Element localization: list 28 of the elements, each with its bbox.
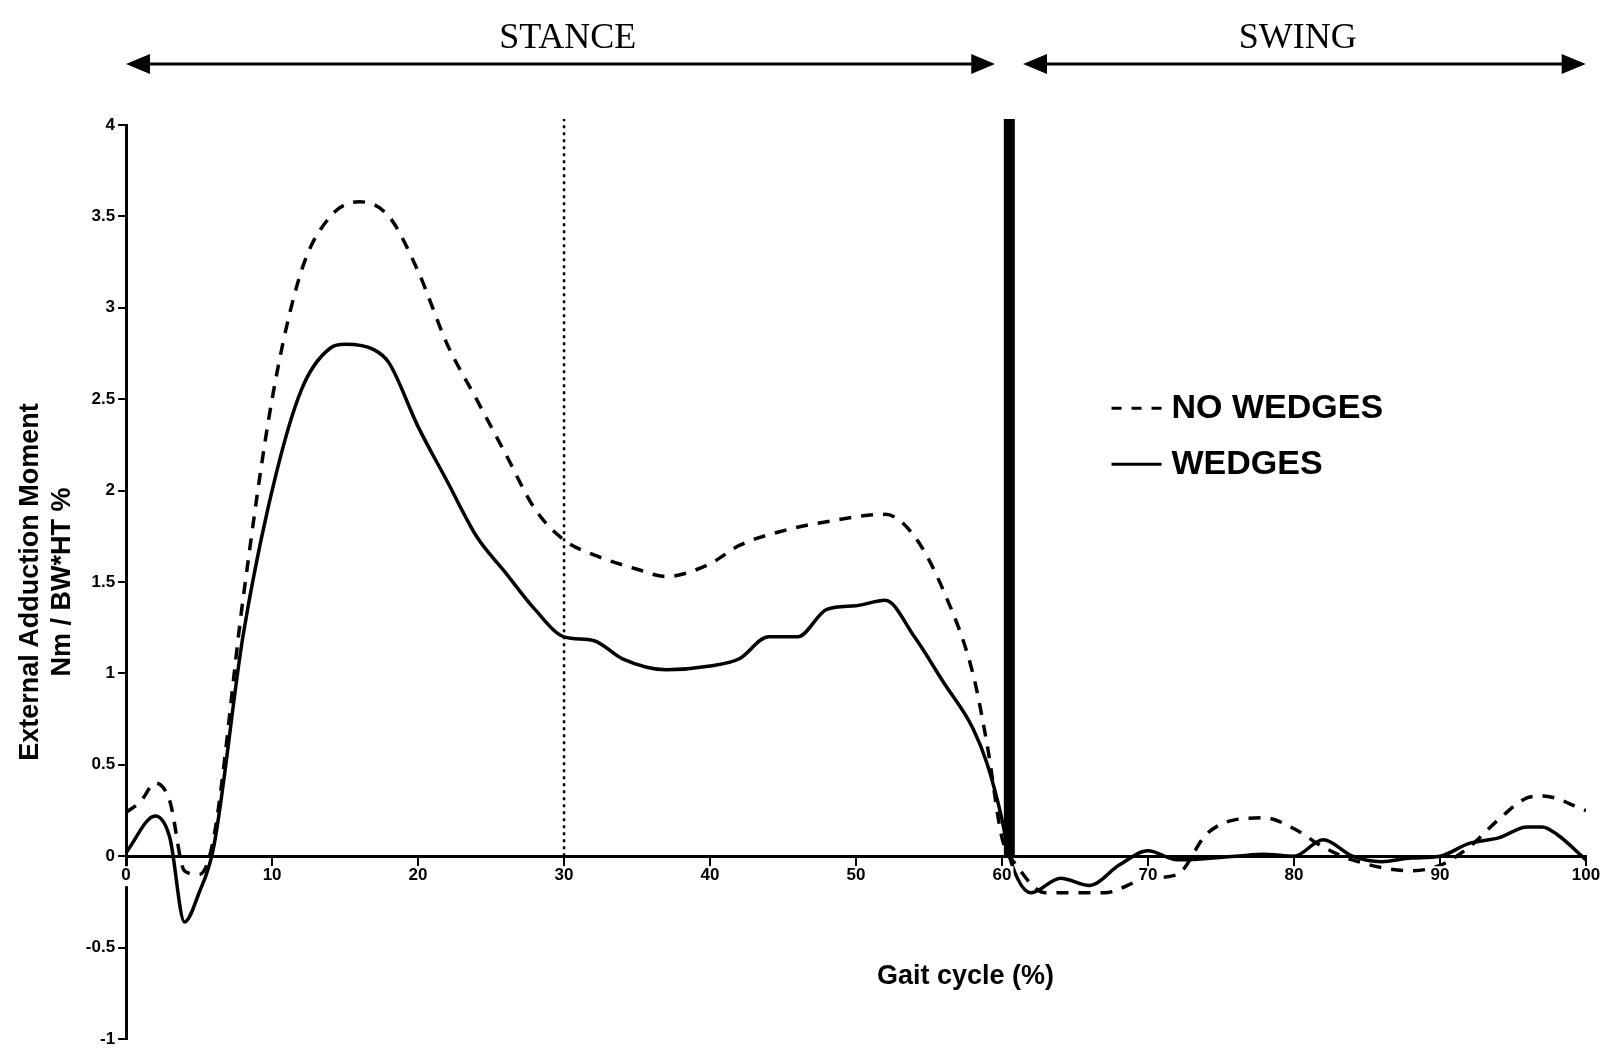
x-tick-label: 50 <box>846 865 866 885</box>
x-axis-title: Gait cycle (%) <box>877 960 1055 991</box>
text: SWING <box>1238 16 1357 56</box>
x-tick-label: 0 <box>121 865 131 885</box>
x-tick-label: 20 <box>408 865 428 885</box>
y-tick-label: -0.5 <box>85 937 116 957</box>
y-tick-label: -1 <box>99 1028 116 1048</box>
x-tick-label: 40 <box>700 865 720 885</box>
y-tick-label: 0 <box>105 845 116 865</box>
y-tick-label: 3.5 <box>91 206 116 226</box>
x-tick-label: 60 <box>992 865 1012 885</box>
y-tick-label: 1.5 <box>91 571 116 591</box>
x-tick-label: 90 <box>1430 865 1450 885</box>
x-tick-label: 80 <box>1284 865 1304 885</box>
y-axis-title: External Adduction Moment Nm / BW*HT % <box>13 403 77 761</box>
text: STANCE <box>499 16 637 56</box>
x-tick-label: 10 <box>262 865 282 885</box>
legend-label: WEDGES <box>1171 442 1323 481</box>
y-tick-label: 3 <box>105 297 116 317</box>
y-tick-label: 4 <box>105 114 116 134</box>
x-tick-label: 70 <box>1138 865 1158 885</box>
y-tick-label: 1 <box>105 663 116 683</box>
y-tick-label: 2 <box>105 480 116 500</box>
x-tick-label: 100 <box>1571 865 1601 885</box>
y-tick-label: 0.5 <box>91 754 116 774</box>
legend-label: NO WEDGES <box>1171 386 1384 425</box>
y-tick-label: 2.5 <box>91 388 116 408</box>
x-tick-label: 30 <box>554 865 574 885</box>
